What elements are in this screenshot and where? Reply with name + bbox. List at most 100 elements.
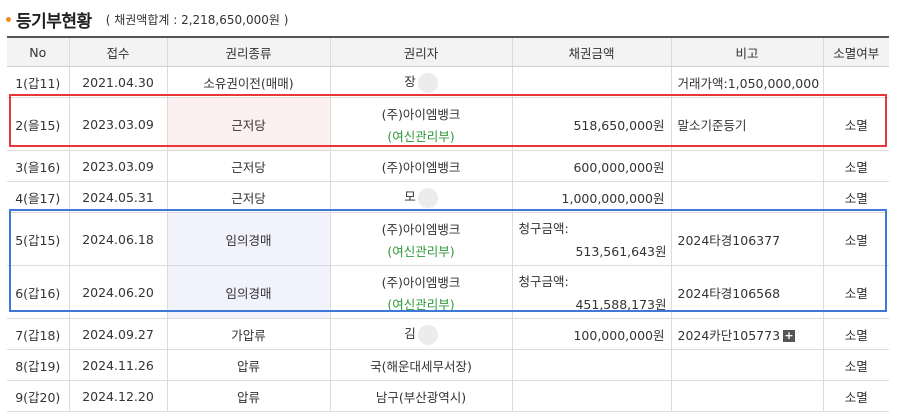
holder-name: 김 (404, 326, 416, 342)
holder-name: (주)아이엠뱅크 (381, 274, 461, 290)
col-amount: 채권금액 (511, 36, 671, 67)
expand-plus-icon[interactable]: + (783, 329, 796, 342)
holder-name: 모 (404, 189, 416, 205)
cell-date: 2024.11.26 (68, 349, 167, 381)
cell-no: 3(을16) (7, 150, 69, 182)
cell-status: 소멸 (822, 181, 889, 213)
cell-status: 소멸 (822, 212, 889, 266)
holder-name: 장 (404, 74, 416, 90)
cell-kind: 소유권이전(매매) (166, 66, 330, 98)
cell-kind: 가압류 (166, 318, 330, 350)
cell-date: 2023.03.09 (68, 150, 167, 182)
cell-no: 1(갑11) (7, 66, 69, 98)
cell-status: 소멸 (822, 349, 889, 381)
cell-kind: 압류 (166, 380, 330, 412)
table-row: 1(갑11) 2021.04.30 소유권이전(매매) 장 거래가액:1,050… (7, 66, 889, 98)
cell-note: 2024타경106377 (670, 212, 823, 266)
cell-status: 소멸 (822, 97, 889, 151)
cell-note: 거래가액:1,050,000,000 (670, 66, 823, 98)
col-note: 비고 (670, 36, 823, 67)
table-row: 9(갑20) 2024.12.20 압류 남구(부산광역시) 소멸 (7, 380, 889, 412)
cell-holder: (주)아이엠뱅크 (329, 150, 512, 182)
cell-holder: 장 (329, 66, 512, 98)
cell-note (670, 380, 823, 412)
cell-kind: 근저당 (166, 181, 330, 213)
cell-status: 소멸 (822, 265, 889, 319)
cell-amount: 1,000,000,000원 (511, 181, 671, 213)
claim-label: 청구금액: (518, 274, 569, 289)
cell-date: 2024.09.27 (68, 318, 167, 350)
cell-kind: 근저당 (166, 150, 330, 182)
table-header-row: No 접수 권리종류 권리자 채권금액 비고 소멸여부 (7, 36, 889, 67)
cell-amount: 청구금액: 451,588,173원 (511, 265, 671, 319)
table-row: 5(갑15) 2024.06.18 임의경매 (주)아이엠뱅크 (여신관리부) 청… (7, 212, 889, 266)
cell-kind: 근저당 (166, 97, 330, 151)
case-number: 2024카단105773 (677, 327, 781, 343)
holder-name: (주)아이엠뱅크 (381, 221, 461, 237)
holder-name: (주)아이엠뱅크 (381, 106, 461, 122)
cell-kind: 임의경매 (166, 265, 330, 319)
holder-department: (여신관리부) (387, 296, 455, 312)
table-row: 8(갑19) 2024.11.26 압류 국(해운대세무서장) 소멸 (7, 349, 889, 381)
claim-total: ( 채권액합계 : 2,218,650,000원 ) (105, 12, 289, 27)
cell-date: 2024.06.18 (68, 212, 167, 266)
col-holder: 권리자 (329, 36, 512, 67)
claim-amount: 513,561,643원 (575, 244, 667, 259)
cell-amount: 100,000,000원 (511, 318, 671, 350)
table-row: 2(을15) 2023.03.09 근저당 (주)아이엠뱅크 (여신관리부) 51… (7, 97, 889, 151)
cell-no: 5(갑15) (7, 212, 69, 266)
cell-no: 8(갑19) (7, 349, 69, 381)
cell-note: 2024타경106568 (670, 265, 823, 319)
bullet-dot-icon (6, 16, 11, 22)
cell-holder: (주)아이엠뱅크 (여신관리부) (329, 97, 512, 151)
cell-holder: 남구(부산광역시) (329, 380, 512, 412)
table-row: 4(을17) 2024.05.31 근저당 모 1,000,000,000원 소… (7, 181, 889, 213)
col-date: 접수 (68, 36, 167, 67)
claim-amount: 451,588,173원 (575, 297, 667, 312)
cell-no: 7(갑18) (7, 318, 69, 350)
redacted-name-icon (417, 187, 438, 208)
cell-status: 소멸 (822, 380, 889, 412)
cell-no: 4(을17) (7, 181, 69, 213)
cell-holder: (주)아이엠뱅크 (여신관리부) (329, 265, 512, 319)
page-title: 등기부현황 (16, 11, 92, 32)
holder-department: (여신관리부) (387, 128, 455, 144)
cell-amount: 청구금액: 513,561,643원 (511, 212, 671, 266)
table-row: 3(을16) 2023.03.09 근저당 (주)아이엠뱅크 600,000,0… (7, 150, 889, 182)
cell-date: 2024.06.20 (68, 265, 167, 319)
cell-note: 말소기준등기 (670, 97, 823, 151)
col-no: No (7, 36, 69, 67)
section-header: 등기부현황 ( 채권액합계 : 2,218,650,000원 ) (6, 6, 288, 32)
cell-note (670, 349, 823, 381)
cell-status (822, 66, 889, 98)
cell-holder: 김 (329, 318, 512, 350)
cell-holder: 모 (329, 181, 512, 213)
cell-no: 6(갑16) (7, 265, 69, 319)
cell-note (670, 150, 823, 182)
cell-amount (511, 66, 671, 98)
table-row: 6(갑16) 2024.06.20 임의경매 (주)아이엠뱅크 (여신관리부) 청… (7, 265, 889, 319)
cell-date: 2024.12.20 (68, 380, 167, 412)
col-status: 소멸여부 (822, 36, 889, 67)
cell-amount (511, 349, 671, 381)
cell-kind: 임의경매 (166, 212, 330, 266)
holder-department: (여신관리부) (387, 243, 455, 259)
cell-amount (511, 380, 671, 412)
cell-amount: 518,650,000원 (511, 97, 671, 151)
cell-no: 9(갑20) (7, 380, 69, 412)
cell-holder: (주)아이엠뱅크 (여신관리부) (329, 212, 512, 266)
cell-date: 2023.03.09 (68, 97, 167, 151)
cell-kind: 압류 (166, 349, 330, 381)
redacted-name-icon (417, 324, 438, 345)
cell-date: 2021.04.30 (68, 66, 167, 98)
cell-note: 2024카단105773 + (670, 318, 823, 350)
claim-label: 청구금액: (518, 221, 569, 236)
cell-amount: 600,000,000원 (511, 150, 671, 182)
cell-date: 2024.05.31 (68, 181, 167, 213)
cell-status: 소멸 (822, 150, 889, 182)
table-row: 7(갑18) 2024.09.27 가압류 김 100,000,000원 202… (7, 318, 889, 350)
col-kind: 권리종류 (166, 36, 330, 67)
cell-note (670, 181, 823, 213)
redacted-name-icon (417, 72, 438, 93)
